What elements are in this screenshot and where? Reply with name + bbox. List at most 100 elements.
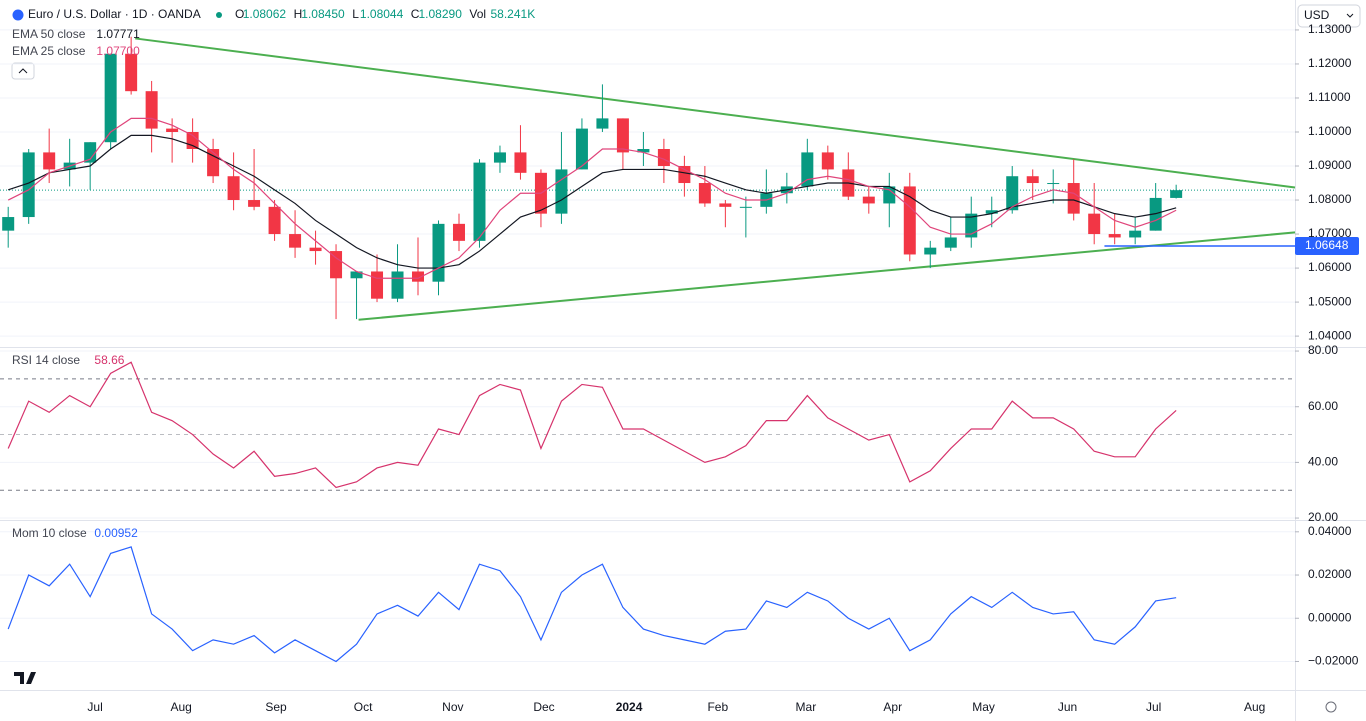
x-tick-label: Mar — [796, 700, 817, 714]
y-tick-label: 40.00 — [1308, 455, 1338, 469]
y-tick-label: 20.00 — [1308, 510, 1338, 524]
pane-title: Mom 10 close — [12, 526, 87, 540]
y-tick-label: 0.00000 — [1308, 610, 1352, 624]
symbol-logo — [12, 9, 24, 21]
candle-body — [596, 118, 609, 129]
y-tick-label: 1.09000 — [1308, 158, 1352, 172]
candle-body — [1088, 213, 1101, 235]
candle-body — [309, 247, 322, 252]
price-label: 1.06648 — [1305, 238, 1349, 252]
candle-body — [883, 186, 896, 204]
y-tick-label: 1.05000 — [1308, 294, 1352, 308]
candle-body — [944, 237, 957, 248]
ohlc-value: 1.08062 — [243, 7, 287, 21]
legend-value: 1.07771 — [96, 27, 140, 41]
x-tick-label: Jun — [1058, 700, 1077, 714]
candle-body — [452, 223, 465, 241]
ohlc-key: O — [235, 7, 244, 21]
settings-icon[interactable] — [1325, 701, 1337, 713]
candle-body — [84, 142, 97, 163]
volume-key: Vol — [469, 7, 486, 21]
candle-body — [371, 271, 384, 299]
candle-body — [965, 213, 978, 238]
candle-body — [1170, 190, 1183, 198]
candle-body — [821, 152, 834, 170]
y-tick-label: 1.04000 — [1308, 328, 1352, 342]
candle-body — [104, 53, 117, 143]
candle-body — [862, 196, 875, 204]
price-label-box — [1295, 237, 1359, 256]
currency-button[interactable] — [1297, 4, 1361, 28]
x-tick-label: Apr — [883, 700, 902, 714]
candle-body — [330, 251, 343, 279]
ohlc-key: C — [411, 7, 420, 21]
x-tick-label: Nov — [442, 700, 463, 714]
x-tick-label: Aug — [170, 700, 191, 714]
candle-body — [637, 149, 650, 153]
ohlc-key: H — [294, 7, 303, 21]
legend-name: EMA 50 close — [12, 27, 86, 41]
candle-body — [985, 210, 998, 214]
candle-body — [1108, 234, 1121, 238]
candle-body — [350, 271, 363, 279]
candle-body — [575, 128, 588, 170]
candle-body — [616, 118, 629, 153]
y-tick-label: 1.08000 — [1308, 192, 1352, 206]
y-tick-label: 1.06000 — [1308, 260, 1352, 274]
dropdown-icon — [1346, 13, 1354, 18]
legend-name: EMA 25 close — [12, 44, 86, 58]
currency-label[interactable]: USD — [1304, 8, 1330, 22]
symbol-title[interactable]: Euro / U.S. Dollar · 1D · OANDA — [28, 7, 201, 21]
y-tick-label: 1.10000 — [1308, 124, 1352, 138]
x-tick-label: Jul — [1146, 700, 1161, 714]
collapse-button[interactable] — [11, 62, 35, 80]
candle-body — [2, 217, 15, 231]
candle-body — [1149, 197, 1162, 231]
candle-body — [903, 186, 916, 255]
y-tick-label: 0.04000 — [1308, 524, 1352, 538]
y-tick-label: 1.12000 — [1308, 56, 1352, 70]
y-tick-label: 60.00 — [1308, 399, 1338, 413]
y-tick-label: 1.13000 — [1308, 22, 1352, 36]
volume-value: 58.241K — [491, 7, 536, 21]
candle-body — [1026, 176, 1039, 184]
indicator-line — [7, 361, 1177, 489]
candle-body — [657, 149, 670, 167]
legend-value: 58.66 — [94, 353, 124, 367]
trendline — [358, 231, 1296, 321]
candle-body — [145, 91, 158, 129]
x-tick-label: Feb — [707, 700, 728, 714]
candle-body — [248, 200, 261, 207]
candle-body — [493, 152, 506, 163]
candle-body — [698, 183, 711, 204]
ohlc-value: 1.08450 — [301, 7, 345, 21]
candle-body — [1006, 176, 1019, 211]
candle-body — [739, 206, 752, 208]
y-tick-label: −0.02000 — [1308, 654, 1359, 668]
candle-body — [227, 176, 240, 201]
market-status — [216, 12, 222, 18]
ohlc-value: 1.08044 — [360, 7, 404, 21]
trendline — [135, 37, 1296, 189]
candle-body — [268, 206, 281, 235]
indicator-line — [8, 134, 1177, 269]
indicator-line — [7, 546, 1177, 663]
y-tick-label: 80.00 — [1308, 343, 1338, 357]
candle-body — [1047, 183, 1060, 185]
candle-body — [207, 149, 220, 177]
candle-body — [432, 223, 445, 282]
candle-body — [555, 169, 568, 214]
candle-body — [412, 271, 425, 282]
y-tick-label: 1.11000 — [1308, 90, 1351, 104]
legend-value: 1.07700 — [96, 44, 140, 58]
candle-body — [22, 152, 35, 218]
x-tick-label: Dec — [533, 700, 554, 714]
candle-body — [514, 152, 527, 173]
x-tick-label: Aug — [1244, 700, 1265, 714]
legend-value: 0.00952 — [94, 526, 138, 540]
pane-title: RSI 14 close — [12, 353, 80, 367]
candle-body — [719, 203, 732, 207]
